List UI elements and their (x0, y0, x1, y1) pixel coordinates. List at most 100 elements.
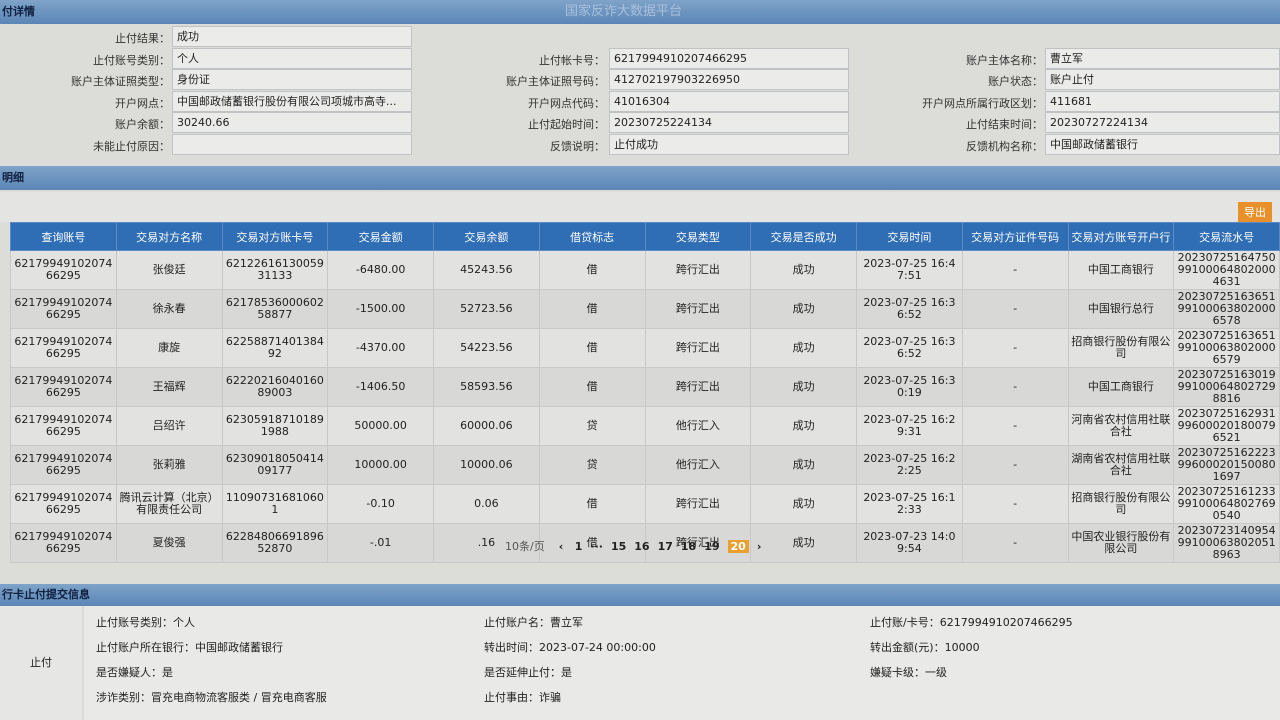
cell: 20230725163651991000638020006578 (1173, 289, 1280, 329)
page-number[interactable]: 20 (727, 540, 749, 553)
next[interactable]: › (756, 540, 762, 553)
cell: 58593.56 (433, 367, 540, 407)
cell: 6217994910207466295 (10, 289, 117, 329)
cell: 0.06 (433, 484, 540, 524)
cell: 50000.00 (327, 406, 434, 446)
cell: 6212261613005931133 (221, 250, 329, 290)
field-label: 未能止付原因： (93, 139, 170, 153)
cell: 6217994910207466295 (10, 367, 117, 407)
prev[interactable]: ‹ (558, 540, 564, 553)
column-header: 查询账号 (10, 222, 117, 251)
export-button[interactable]: 导出 (1238, 202, 1272, 222)
cell: 借 (538, 328, 646, 368)
field-value: 20230727224134 (1045, 112, 1280, 133)
field-label: 止付结束时间： (966, 118, 1043, 131)
page-number[interactable]: 15 (610, 540, 627, 553)
column-header: 交易时间 (856, 222, 963, 251)
cell: 成功 (750, 250, 857, 290)
cell: 中国银行总行 (1067, 289, 1175, 329)
cell: 6217994910207466295 (10, 445, 117, 485)
cell: 20230723140954991000638020518963 (1173, 523, 1280, 563)
submit-field: 止付账/卡号：6217994910207466295 (870, 616, 1073, 629)
cell: - (961, 406, 1069, 446)
cell: 10000.00 (327, 445, 434, 485)
page-number[interactable]: 18 (680, 540, 697, 553)
cell: 623059187101891988 (221, 406, 329, 446)
cell: 康旋 (115, 328, 223, 368)
cell: 他行汇入 (644, 445, 752, 485)
cell: 腾讯云计算（北京）有限责任公司 (115, 484, 223, 524)
cell: 成功 (750, 328, 857, 368)
cell: 6217994910207466295 (10, 328, 117, 368)
submit-bar: 行卡止付提交信息 (0, 584, 1280, 606)
field-value: 41016304 (609, 90, 849, 112)
cell: 张俊廷 (115, 250, 223, 290)
field-value: 411681 (1045, 90, 1280, 112)
field-label: 反馈机构名称： (966, 139, 1043, 153)
cell: 20230725162931996000201800796521 (1173, 406, 1280, 446)
cell: - (961, 484, 1069, 524)
table-row: 6217994910207466295 张莉雅 623090180504140917… (10, 445, 1280, 485)
submit-field: 止付账户所在银行：中国邮政储蓄银行 (96, 641, 283, 654)
cell: 6222021604016089003 (221, 367, 329, 407)
cell: 60000.06 (433, 406, 540, 446)
cell: 2023-07-25 16:29:31 (856, 406, 963, 446)
cell: 张莉雅 (115, 445, 223, 485)
toolbar: 导出 (0, 192, 1280, 222)
page-size[interactable]: 10条/页 (505, 540, 545, 553)
page-number[interactable]: 1 (574, 540, 583, 553)
cell: 贷 (538, 445, 646, 485)
cell: 2023-07-25 16:36:52 (856, 289, 963, 329)
cell: - (961, 289, 1069, 329)
cell: 110907316810601 (221, 484, 329, 524)
field-label: 账户主体证照类型： (71, 75, 170, 88)
cell: 借 (538, 367, 646, 407)
page-number[interactable]: 16 (634, 540, 650, 553)
field-label: 账户主体名称： (966, 53, 1043, 67)
cell: 夏俊强 (115, 523, 223, 563)
page-number[interactable]: 17 (657, 540, 673, 553)
cell: .16 (433, 523, 540, 563)
cell: 招商银行股份有限公司 (1067, 328, 1175, 368)
page-number[interactable]: ··· (590, 540, 603, 553)
cell: -1406.50 (327, 367, 434, 407)
label: 止付 (30, 656, 52, 669)
cell: 2023-07-25 16:12:33 (856, 484, 963, 524)
detail-bar: 明细 (0, 166, 1280, 190)
submit-field: 转出金额(元)：10000 (870, 641, 980, 654)
cell: 中国工商银行 (1067, 250, 1175, 290)
cell: 借 (538, 250, 646, 290)
cell: 跨行汇出 (644, 523, 752, 563)
cell: 成功 (750, 445, 857, 485)
cell: 成功 (750, 523, 857, 563)
cell: 招商银行股份有限公司 (1067, 484, 1175, 524)
field-value: 412702197903226950 (609, 69, 849, 90)
cell: 10000.06 (433, 445, 540, 485)
cell: 2023-07-25 16:30:19 (856, 367, 963, 407)
cell: 20230725162223996000201500801697 (1173, 445, 1280, 485)
cell: 成功 (750, 367, 857, 407)
cell: 跨行汇出 (644, 484, 752, 524)
submit-field: 转出时间：2023-07-24 00:00:00 (484, 641, 656, 654)
top-bar: 付详情 国家反诈大数据平台 (0, 0, 1280, 24)
page-number[interactable]: 19 (704, 540, 720, 553)
cell: 他行汇入 (644, 406, 752, 446)
submit-field: 是否嫌疑人：是 (96, 666, 173, 679)
cell: 跨行汇出 (644, 250, 752, 290)
cell: -1500.00 (327, 289, 434, 329)
section-title: 明细 (2, 171, 24, 184)
field-value: 曹立军 (1045, 47, 1280, 69)
submit-field: 嫌疑卡级：一级 (870, 666, 947, 679)
field-label: 反馈说明： (550, 139, 605, 153)
cell: 借 (538, 289, 646, 329)
field-label: 止付起始时间： (528, 118, 605, 131)
submit-field: 涉诈类别：冒充电商物流客服类 / 冒充电商客服 (96, 691, 327, 704)
field-value: 20230725224134 (609, 112, 849, 133)
cell: 河南省农村信用社联合社 (1067, 406, 1175, 446)
cell: 20230725163651991000638020006579 (1173, 328, 1280, 368)
cell: -.01 (327, 523, 434, 563)
column-header: 交易对方账号开户行 (1067, 222, 1175, 251)
field-value: 个人 (172, 47, 412, 69)
cell: 6225887140138492 (221, 328, 329, 368)
